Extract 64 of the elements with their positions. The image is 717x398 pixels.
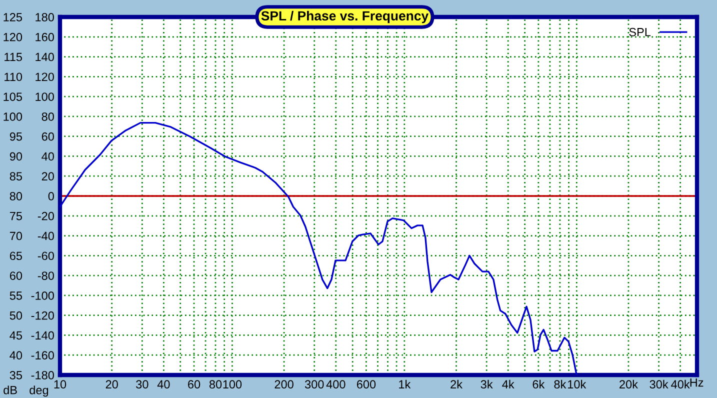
y-tick-label: 110	[4, 72, 22, 82]
y-tick-label: 55	[10, 292, 22, 300]
x-tick-label: 40	[157, 380, 170, 389]
x-tick-label: 8k	[554, 380, 566, 389]
y2-tick-label: 140	[36, 52, 54, 62]
y-tick-label: 115	[4, 52, 22, 62]
y2-tick-label: 60	[42, 132, 54, 141]
y2-tick-label: -40	[38, 232, 54, 240]
x-tick-label: 4k	[502, 380, 514, 388]
y-tick-label: 120	[4, 32, 22, 42]
chart-title: SPL / Phase vs. Frequency	[261, 10, 429, 24]
y2-tick-label: 100	[36, 92, 54, 101]
y-tick-label: 85	[10, 172, 22, 181]
y-tick-label: 90	[10, 152, 22, 161]
x-tick-label: 100	[223, 380, 242, 389]
y-tick-label: 70	[10, 232, 22, 240]
y2-tick-label: -160	[31, 351, 54, 360]
y2-tick-label: -100	[31, 291, 54, 300]
x-tick-label: 20k	[620, 380, 638, 389]
x-tick-label: 400	[326, 380, 346, 389]
y-tick-label: 105	[4, 92, 22, 101]
y2-tick-label: 120	[36, 72, 54, 82]
y2-tick-label: -60	[38, 252, 54, 260]
y-tick-label: 65	[10, 252, 22, 260]
x-tick-label: 1k	[399, 380, 411, 388]
x-tick-label: 10k	[568, 380, 586, 389]
x-tick-label: 200	[274, 380, 294, 389]
y-tick-label: 95	[10, 132, 22, 141]
y2-tick-label: 160	[36, 32, 54, 42]
y2-axis-title: deg	[30, 386, 48, 397]
legend-label: SPL	[629, 28, 651, 36]
y2-tick-label: -120	[31, 311, 54, 320]
x-tick-label: 10	[54, 380, 66, 389]
y2-tick-label: 180	[36, 13, 54, 22]
y2-tick-label: -80	[38, 272, 54, 280]
x-axis-title: Hz	[690, 378, 704, 387]
y2-tick-label: 0	[48, 192, 54, 200]
y-tick-label: 75	[10, 212, 22, 220]
y-tick-label: 35	[10, 371, 22, 380]
y2-tick-label: 80	[42, 112, 54, 121]
x-tick-label: 6k	[532, 380, 545, 389]
y-tick-label: 100	[4, 112, 22, 121]
x-tick-label: 60	[188, 380, 200, 389]
y-tick-label: 60	[10, 272, 22, 280]
y-axis-title: dB	[4, 386, 17, 394]
y-tick-label: 40	[10, 351, 22, 360]
x-tick-label: 30k	[650, 380, 668, 389]
y-tick-label: 125	[4, 13, 22, 22]
y2-tick-label: -180	[31, 371, 54, 380]
x-tick-label: 3k	[480, 380, 493, 389]
x-tick-label: 40k	[671, 380, 690, 389]
y2-tick-label: 40	[42, 152, 54, 161]
x-tick-label: 80	[209, 380, 222, 389]
y2-tick-label: 20	[42, 172, 54, 181]
y-tick-label: 45	[10, 331, 22, 340]
x-tick-label: 20	[106, 380, 118, 389]
y2-tick-label: -140	[31, 331, 54, 340]
x-tick-label: 600	[356, 380, 376, 389]
x-tick-label: 300	[304, 380, 324, 389]
y-tick-label: 50	[10, 311, 22, 320]
x-tick-label: 30	[136, 380, 148, 389]
x-tick-label: 2k	[450, 380, 463, 388]
y-tick-label: 80	[10, 192, 22, 200]
y2-tick-label: -20	[38, 212, 54, 220]
